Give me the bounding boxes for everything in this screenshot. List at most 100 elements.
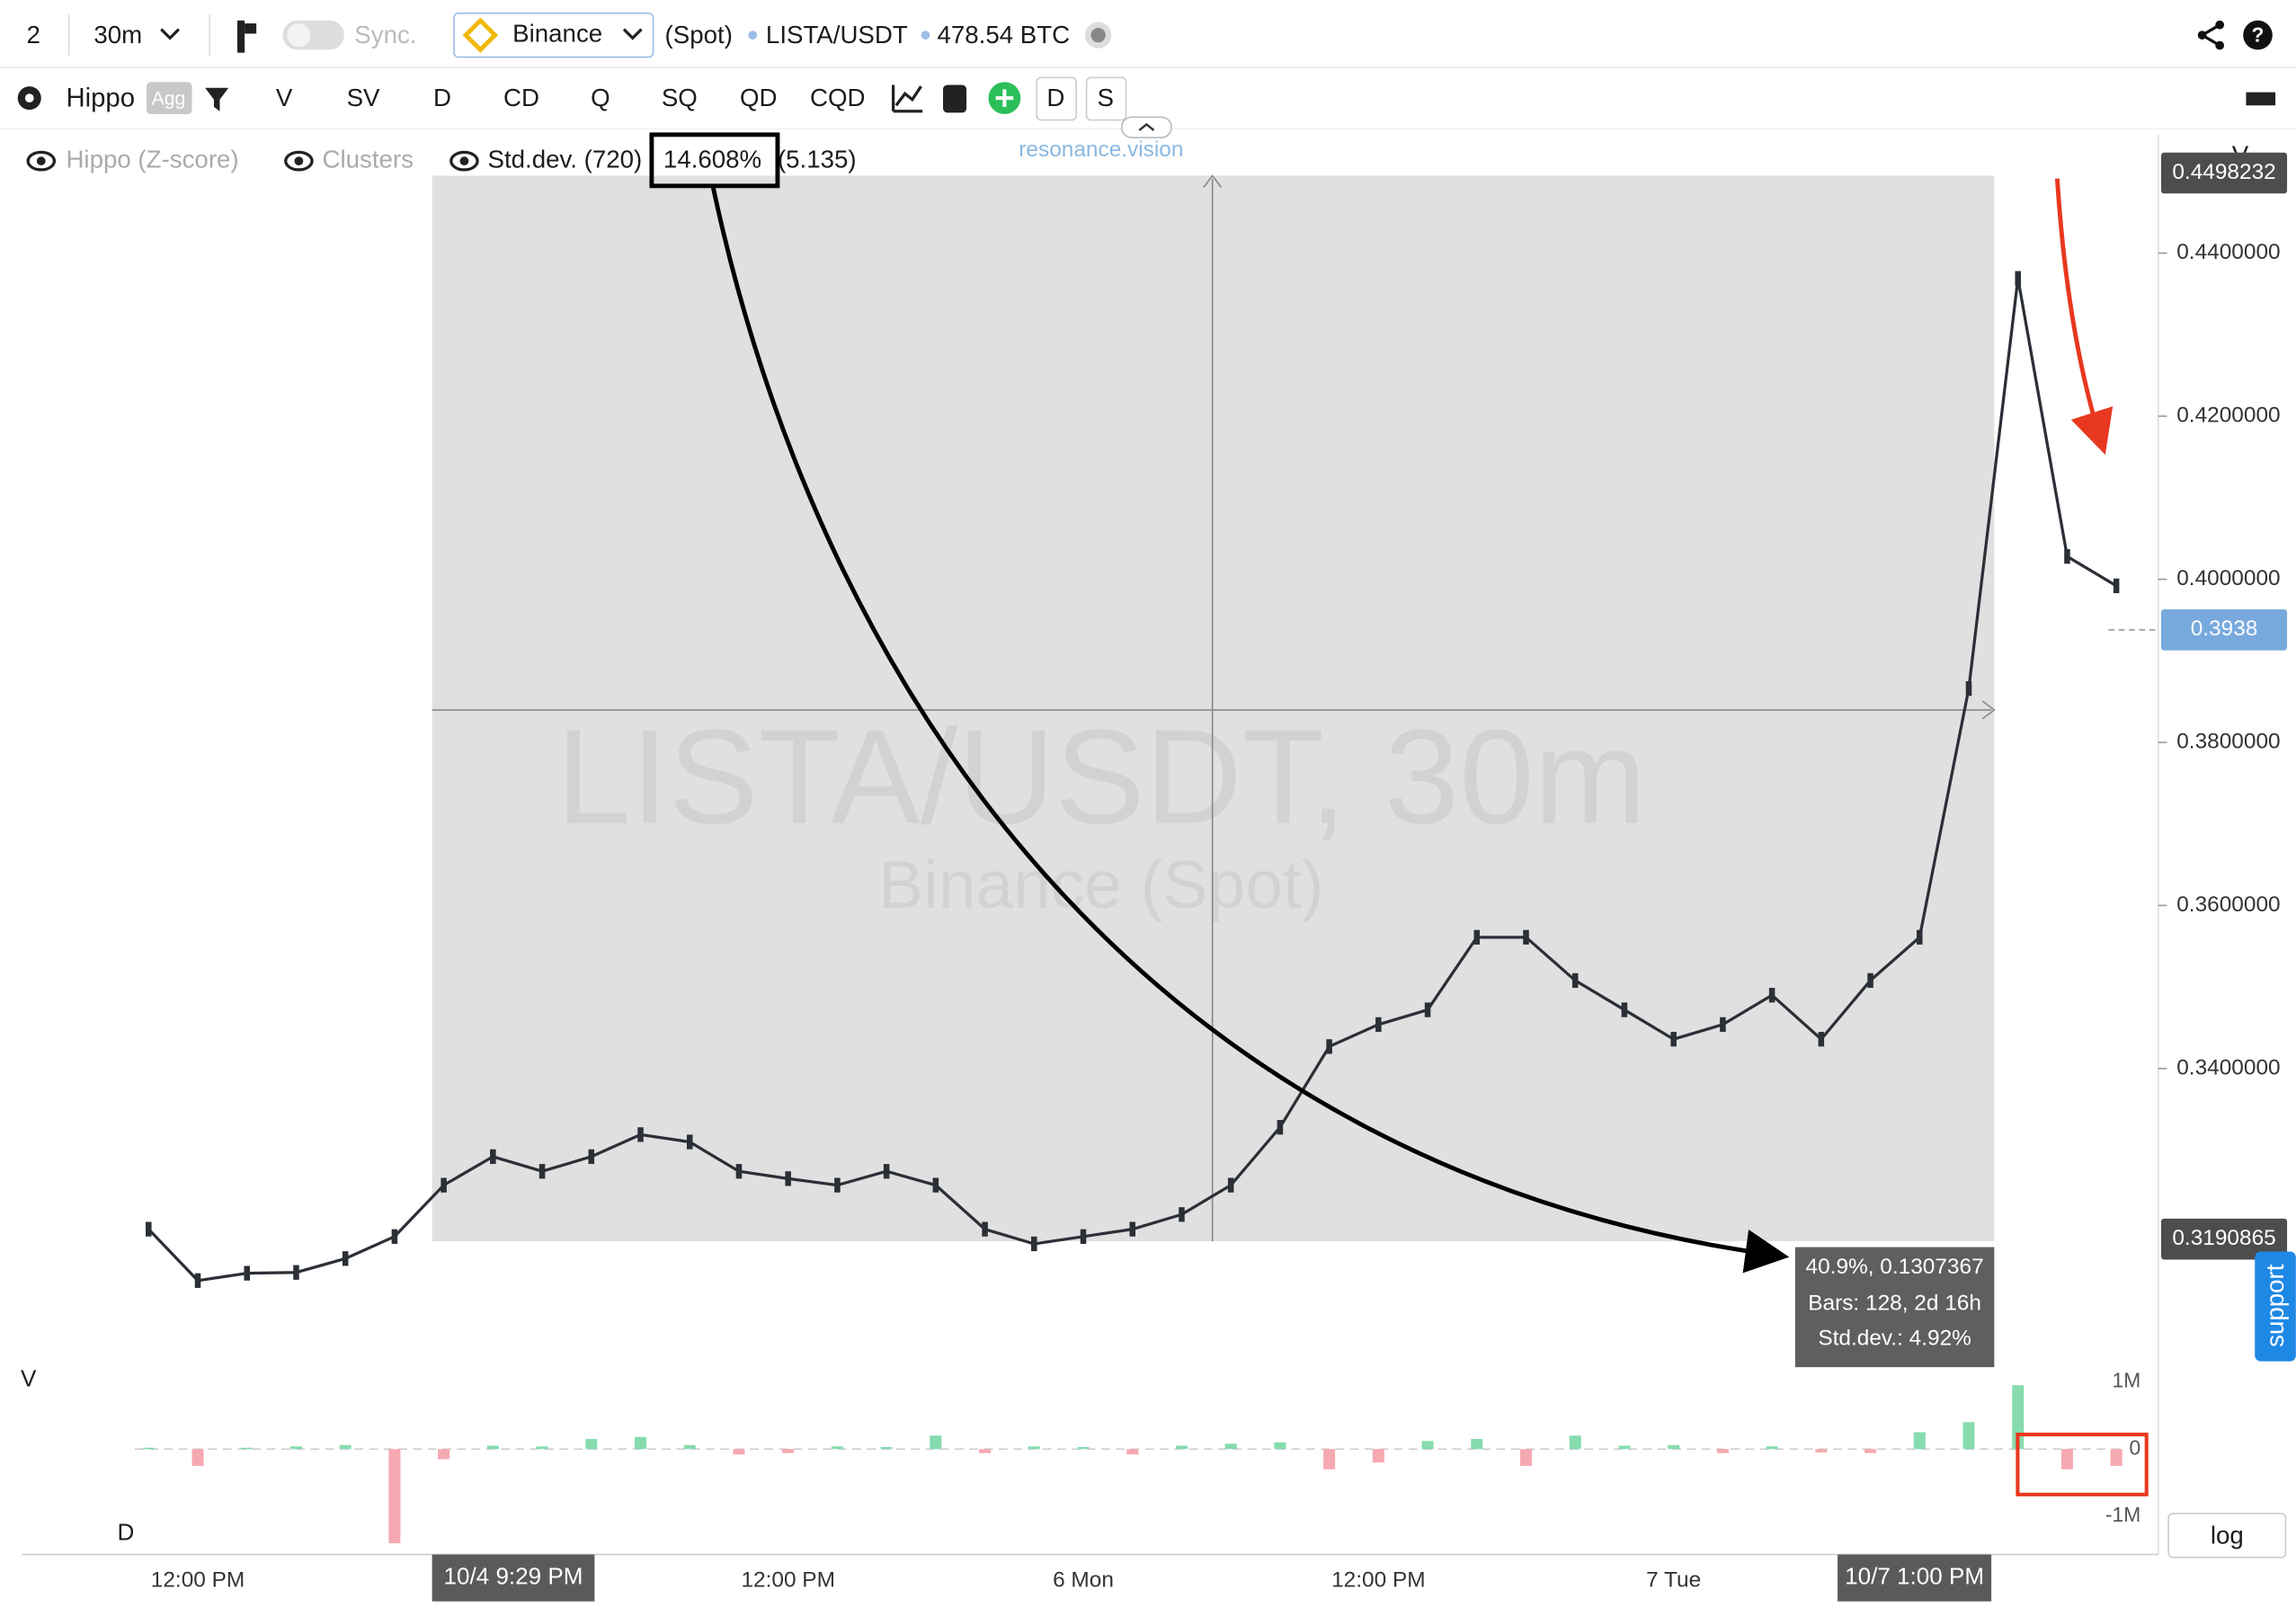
chart-icon[interactable] [891, 84, 923, 113]
toolbar-icons: ? [17, 12, 2276, 172]
collapse-button[interactable] [1120, 116, 1172, 138]
delta-bar [1618, 1445, 1631, 1450]
price-point [785, 1171, 791, 1186]
price-point [1424, 1002, 1431, 1017]
indicator-button[interactable]: CQD [810, 84, 866, 111]
agg-badge[interactable] [147, 82, 192, 115]
toggle-box[interactable] [1085, 76, 1127, 121]
interval[interactable]: 30m [93, 21, 142, 49]
crosshair-arrow [1981, 700, 1996, 720]
watermark: LISTA/USDT, 30m [556, 701, 1646, 852]
delta-bar [1274, 1442, 1286, 1450]
price-point [588, 1149, 595, 1165]
price-point [2113, 578, 2120, 593]
x-tick-label: 12:00 PM [741, 1567, 834, 1592]
delta-bar [1569, 1435, 1581, 1450]
panel-label: D [117, 1519, 134, 1546]
indicator-button[interactable]: D [433, 84, 451, 111]
price-point [1523, 929, 1529, 945]
eye-icon[interactable] [284, 150, 314, 172]
toggle-button[interactable]: D [1046, 84, 1064, 111]
eye-icon[interactable] [26, 150, 57, 172]
symbol: LISTA/USDT [766, 21, 908, 49]
indicator-button[interactable]: V [276, 84, 293, 111]
indicator-button[interactable]: SV [347, 84, 380, 111]
sync-label: Sync. [354, 21, 416, 49]
crosshair-arrow [1203, 174, 1223, 188]
toggle-button[interactable]: S [1098, 84, 1114, 111]
exchange-select[interactable] [453, 12, 654, 58]
delta-bar [1323, 1449, 1336, 1469]
measure-tooltip [1794, 1247, 1995, 1368]
delta-bar [930, 1435, 942, 1450]
delta-bar [831, 1446, 843, 1450]
toggle-box[interactable] [1036, 76, 1078, 121]
price-point [1179, 1207, 1185, 1222]
settings-icon[interactable] [17, 86, 41, 111]
price-point [342, 1251, 349, 1266]
delta-bar [1519, 1449, 1533, 1466]
std-extra: (5.135) [778, 145, 857, 173]
notes-icon[interactable] [942, 84, 967, 113]
price-point [2015, 271, 2021, 286]
price-point [1031, 1236, 1037, 1252]
delta-bar [191, 1449, 204, 1466]
help-icon[interactable]: ? [2243, 20, 2273, 50]
log-label: log [2211, 1521, 2244, 1549]
std-value: 14.608% [663, 145, 761, 173]
price-point [883, 1164, 890, 1179]
price-point [1375, 1017, 1382, 1033]
price-point [1129, 1221, 1135, 1237]
indicator-button[interactable]: Q [591, 84, 610, 111]
delta-bar [635, 1436, 647, 1450]
indicator-button[interactable]: CD [503, 84, 539, 111]
delta-bar [1224, 1443, 1237, 1450]
delta-bar [339, 1444, 352, 1450]
delta-bar [486, 1445, 499, 1450]
crosshair-label: 10/7 1:00 PM [1845, 1563, 1984, 1590]
price-point [1867, 972, 1873, 989]
delta-bar [880, 1447, 893, 1450]
log-button[interactable] [2167, 1513, 2287, 1558]
measure-text: 40.9%, 0.1307367 [1806, 1255, 1984, 1279]
support-tab[interactable] [2255, 1251, 2296, 1362]
price-tag [2161, 1218, 2288, 1260]
delta-bar [2110, 1449, 2122, 1466]
y-tick-label: 0.4400000 [2176, 240, 2280, 264]
y-tick-label: 0.4000000 [2176, 566, 2280, 590]
indicator-button[interactable]: QD [740, 84, 778, 111]
price-point [391, 1229, 398, 1244]
delta-bar [142, 1447, 155, 1450]
price-point [735, 1164, 743, 1179]
delta-bar [683, 1444, 696, 1450]
filter-icon[interactable] [205, 87, 229, 111]
x-tick-label: 12:00 PM [151, 1567, 245, 1592]
price-point [194, 1273, 201, 1288]
chevron[interactable] [160, 28, 181, 40]
delta-bar [979, 1449, 992, 1453]
y-tick-label: 1M [2113, 1368, 2141, 1391]
price-point [1277, 1120, 1284, 1135]
delta-bar [1421, 1441, 1434, 1450]
layout-count[interactable]: 2 [26, 21, 40, 49]
indicator-button[interactable]: SQ [662, 84, 698, 111]
price-point [1571, 972, 1579, 989]
y-tick-label: 0.4200000 [2176, 404, 2280, 428]
eye-icon[interactable] [449, 150, 479, 172]
ruler-icon[interactable] [2246, 92, 2276, 106]
legend-item: Clusters [322, 145, 414, 173]
watermark: Binance (Spot) [878, 847, 1324, 922]
delta-bar [733, 1449, 745, 1455]
flag-icon[interactable] [236, 20, 245, 53]
share-icon[interactable] [2197, 20, 2225, 50]
indicator-name: Hippo [66, 83, 135, 112]
y-tick-label: -1M [2105, 1503, 2140, 1526]
price-point [146, 1221, 152, 1237]
price-point [1080, 1229, 1087, 1244]
y-tick-label: 0 [2130, 1435, 2141, 1459]
x-tick-label: 6 Mon [1053, 1567, 1114, 1592]
price-point [637, 1127, 644, 1142]
delta-bar [2060, 1449, 2073, 1469]
svg-text:?: ? [2252, 23, 2265, 47]
